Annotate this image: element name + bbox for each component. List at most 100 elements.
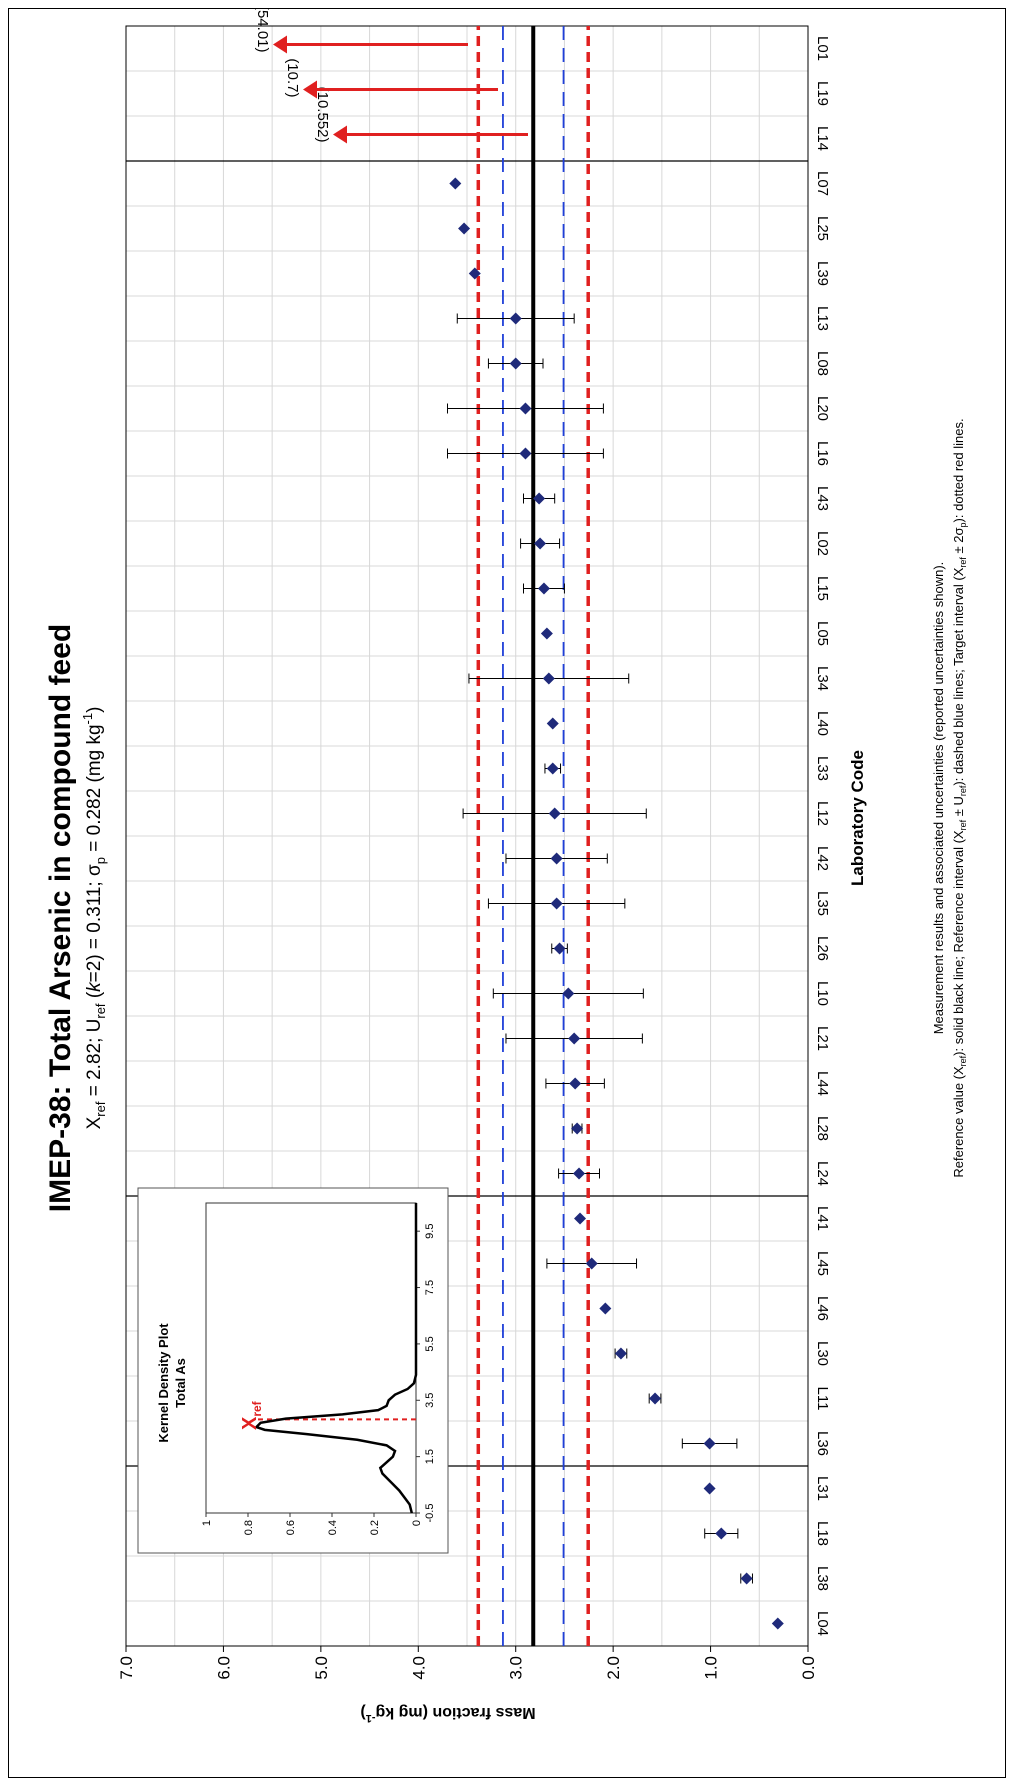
- notes-line-2: Reference value (Xref): solid black line…: [951, 418, 968, 1177]
- data-point: [703, 1437, 716, 1450]
- data-point: [574, 1212, 587, 1225]
- chart-title: IMEP-38: Total Arsenic in compound feed: [44, 624, 77, 1212]
- x-axis-label: Laboratory Code: [848, 750, 867, 886]
- inset-y-tick-label: 0.4: [327, 1520, 339, 1535]
- x-tick-label: L43: [814, 486, 831, 511]
- x-tick-label: L25: [814, 216, 831, 241]
- data-point: [599, 1302, 612, 1315]
- inset-y-tick-label: 0: [411, 1520, 423, 1526]
- inset-x-tick-label: 9.5: [424, 1224, 436, 1239]
- x-tick-label: L05: [814, 621, 831, 646]
- data-point: [568, 1032, 581, 1045]
- inset-title-1: Kernel Density Plot: [156, 1323, 171, 1443]
- x-tick-label: L40: [814, 711, 831, 736]
- offscale-value-label: (10.552): [314, 87, 331, 143]
- inset-frame: [137, 1187, 449, 1554]
- y-tick-label: 3.0: [507, 1656, 526, 1680]
- data-point: [458, 222, 471, 235]
- data-point: [550, 897, 563, 910]
- inset-y-tick-label: 0.6: [285, 1520, 297, 1535]
- inset-x-tick-label: 5.5: [424, 1336, 436, 1351]
- x-tick-label: L08: [814, 351, 831, 376]
- data-point: [562, 987, 575, 1000]
- x-tick-label: L41: [814, 1206, 831, 1231]
- x-tick-label: L33: [814, 756, 831, 781]
- inset-y-tick-label: 1: [201, 1520, 213, 1526]
- x-tick-label: L30: [814, 1341, 831, 1366]
- x-tick-label: L34: [814, 666, 831, 691]
- data-point: [715, 1527, 728, 1540]
- inset-xref-label: Xref: [239, 1400, 264, 1430]
- data-point: [703, 1482, 716, 1495]
- x-tick-label: L13: [814, 306, 831, 331]
- y-tick-label: 4.0: [409, 1656, 428, 1680]
- y-tick-label: 7.0: [117, 1656, 136, 1680]
- y-tick-label: 6.0: [214, 1656, 233, 1680]
- x-tick-label: L36: [814, 1431, 831, 1456]
- inset-title-2: Total As: [173, 1358, 188, 1408]
- data-point: [509, 357, 522, 370]
- data-point: [740, 1572, 753, 1585]
- offscale-arrowhead: [333, 125, 347, 144]
- data-point: [519, 447, 532, 460]
- inset-x-tick-label: -0.5: [424, 1504, 436, 1523]
- x-tick-label: L46: [814, 1296, 831, 1321]
- offscale-arrowhead: [303, 80, 317, 99]
- data-point: [548, 807, 561, 820]
- data-point: [550, 852, 563, 865]
- x-tick-label: L21: [814, 1026, 831, 1051]
- x-tick-label: L16: [814, 441, 831, 466]
- x-tick-label: L14: [814, 126, 831, 151]
- x-tick-label: L31: [814, 1476, 831, 1501]
- data-point: [540, 627, 553, 640]
- data-point: [519, 402, 532, 415]
- x-tick-label: L44: [814, 1071, 831, 1096]
- kernel-density-inset: Kernel Density Plot Total As 00.20.40.60…: [137, 1187, 449, 1554]
- data-point: [509, 312, 522, 325]
- x-tick-label: L20: [814, 396, 831, 421]
- inset-x-tick-label: 1.5: [424, 1449, 436, 1464]
- offscale-value-label: (54.01): [254, 8, 271, 53]
- y-tick-label: 5.0: [312, 1656, 331, 1680]
- data-point: [569, 1077, 582, 1090]
- chart-svg: IMEP-38: Total Arsenic in compound feed …: [44, 5, 968, 1724]
- x-tick-label: L04: [814, 1611, 831, 1636]
- plot-frame: [125, 25, 809, 1647]
- x-tick-label: L39: [814, 261, 831, 286]
- data-point: [571, 1122, 584, 1135]
- data-point: [546, 762, 559, 775]
- data-point: [771, 1617, 784, 1630]
- inset-x-tick-label: 3.5: [424, 1393, 436, 1408]
- x-tick-label: L12: [814, 801, 831, 826]
- inset-y-tick-label: 0.8: [243, 1520, 255, 1535]
- x-tick-label: L15: [814, 576, 831, 601]
- x-tick-label: L38: [814, 1566, 831, 1591]
- rotated-chart: IMEP-38: Total Arsenic in compound feed …: [8, 5, 1006, 1778]
- data-point: [585, 1257, 598, 1270]
- data-point: [534, 537, 547, 550]
- offscale-arrowhead: [273, 35, 287, 54]
- x-tick-label: L45: [814, 1251, 831, 1276]
- x-tick-label: L28: [814, 1116, 831, 1141]
- y-tick-label: 1.0: [702, 1656, 721, 1680]
- inset-plot: 0 0.2 0.4 0.6 0.8 1 -0.5 1.5 3.5 5.5 7.5 9.5: [201, 1202, 436, 1535]
- data-point: [542, 672, 555, 685]
- inset-x-tick-label: 7.5: [424, 1280, 436, 1295]
- x-tick-label: L01: [814, 36, 831, 61]
- inset-y-tick-label: 0.2: [369, 1520, 381, 1535]
- data-point: [573, 1167, 586, 1180]
- data-point: [449, 177, 462, 190]
- x-tick-label: L18: [814, 1521, 831, 1546]
- notes-line-1: Measurement results and associated uncer…: [931, 562, 946, 1035]
- x-tick-label: L42: [814, 846, 831, 871]
- data-point: [533, 492, 546, 505]
- data-point: [614, 1347, 627, 1360]
- x-tick-label: L24: [814, 1161, 831, 1186]
- data-point: [553, 942, 566, 955]
- data-point: [546, 717, 559, 730]
- x-tick-label: L26: [814, 936, 831, 961]
- data-point: [468, 267, 481, 280]
- x-tick-label: L11: [814, 1387, 831, 1411]
- x-tick-label: L10: [814, 981, 831, 1006]
- x-tick-label: L02: [814, 531, 831, 556]
